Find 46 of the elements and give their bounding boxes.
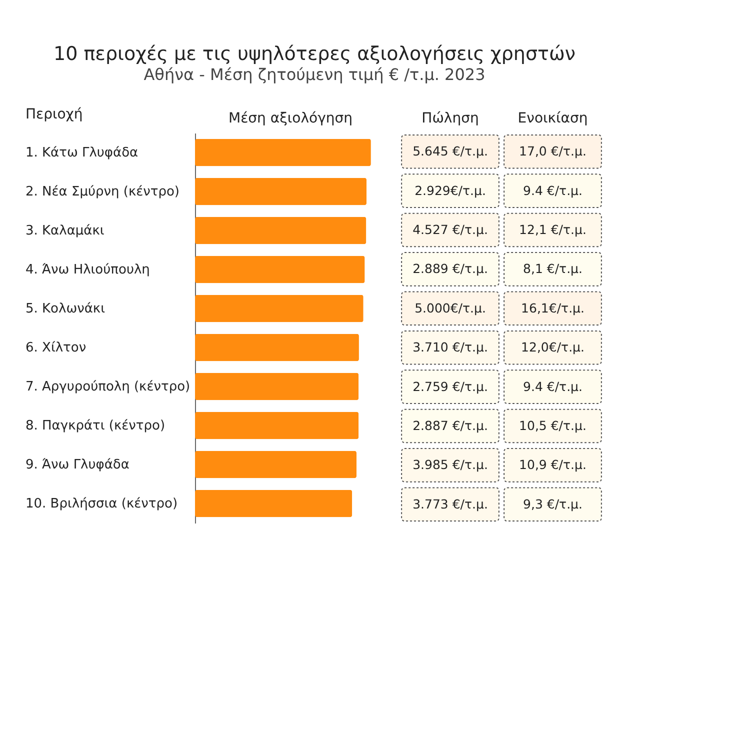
data-label: 17,0 €/τ.μ.: [519, 144, 586, 159]
data-label: 2.889 €/τ.μ.: [412, 261, 488, 276]
y-tick-label: 4. Άνω Ηλιούπουλη: [26, 262, 150, 278]
data-label: 5.645 €/τ.μ.: [412, 144, 488, 159]
bar: [195, 294, 364, 322]
y-tick-label: 7. Αργυρούπολη (κέντρο): [26, 380, 190, 394]
y-tick-label: 5. Κολωνάκι: [26, 302, 105, 316]
x-tick-label: Ενοικίαση: [518, 110, 588, 126]
bar: [195, 334, 359, 362]
data-label: 9,3 €/τ.μ.: [523, 496, 582, 512]
data-label: 3.985 €/τ.μ.: [412, 457, 488, 472]
bar: [195, 372, 359, 400]
y-tick-label: 9. Άνω Γλυφάδα: [26, 458, 130, 472]
data-label: 9.4 €/τ.μ.: [523, 182, 582, 198]
y-tick-label: 8. Παγκράτι (κέντρο): [26, 418, 166, 434]
bar: [195, 138, 371, 166]
data-label: 2.887 €/τ.μ.: [412, 418, 488, 433]
x-tick-label: Πώληση: [422, 110, 479, 126]
data-label: 12,1 €/τ.μ.: [519, 222, 586, 238]
y-tick-label: 2. Νέα Σμύρνη (κέντρο): [26, 184, 180, 200]
data-label: 12,0€/τ.μ.: [521, 340, 584, 355]
chart-title: 10 περιοχές με τις υψηλότερες αξιολογήσεις χρηστών: [54, 43, 576, 65]
data-label: 10,5 €/τ.μ.: [519, 418, 586, 433]
bar: [195, 450, 356, 478]
data-label: 2.759 €/τ.μ.: [412, 378, 488, 394]
data-label: 3.773 €/τ.μ.: [412, 496, 488, 512]
y-axis-title: Περιοχή: [26, 106, 83, 122]
bar: [195, 490, 352, 518]
data-label: 9.4 €/τ.μ.: [523, 378, 582, 394]
x-axis-title: Μέση αξιολόγηση: [228, 110, 352, 126]
data-label: 10,9 €/τ.μ.: [519, 457, 586, 472]
bar: [195, 256, 365, 284]
y-tick-label: 10. Βριλήσσια (κέντρο): [26, 496, 178, 512]
data-label: 5.000€/τ.μ.: [414, 300, 486, 316]
y-tick-label: 3. Καλαμάκι: [26, 224, 104, 238]
data-label: 4.527 €/τ.μ.: [412, 222, 488, 238]
y-tick-label: 1. Κάτω Γλυφάδα: [26, 146, 138, 160]
y-tick-label: 6. Χίλτον: [26, 340, 86, 356]
data-label: 16,1€/τ.μ.: [521, 300, 584, 316]
bar: [195, 178, 367, 206]
bar: [195, 412, 359, 440]
data-label: 2.929€/τ.μ.: [414, 182, 486, 198]
data-label: 8,1 €/τ.μ.: [523, 261, 582, 276]
bar: [195, 216, 366, 244]
chart-subtitle: Αθήνα - Μέση ζητούμενη τιμή € /τ.μ. 2023: [144, 65, 486, 84]
data-label: 3.710 €/τ.μ.: [412, 340, 488, 355]
